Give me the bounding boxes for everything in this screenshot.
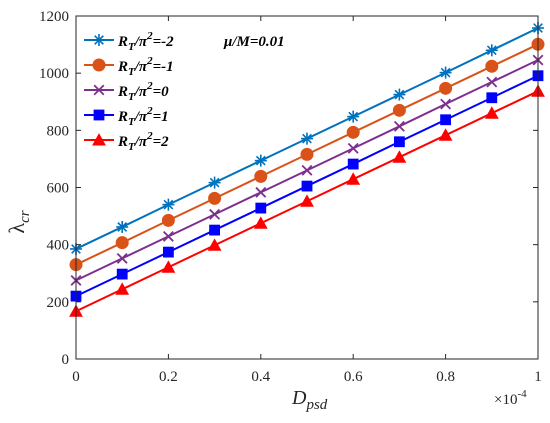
legend-item: RT/π2=-1 [84, 55, 174, 78]
y-tick-label: 200 [47, 295, 70, 311]
data-point [209, 208, 221, 220]
data-point [208, 191, 222, 205]
data-point [300, 147, 314, 161]
data-point [439, 66, 452, 79]
x-tick-label: 0.2 [159, 369, 178, 385]
data-point [347, 110, 360, 123]
data-point [486, 92, 498, 104]
data-point [440, 114, 451, 126]
data-point [255, 202, 267, 214]
data-point [116, 252, 128, 264]
legend: RT/π2=-2RT/π2=-1RT/π2=0RT/π2=1RT/π2=2 [84, 30, 174, 153]
x-axis-label: Dpsd [291, 387, 328, 413]
data-point [438, 128, 453, 141]
data-point [208, 176, 221, 189]
x-tick-label: 0 [72, 369, 80, 385]
legend-label: RT/π2=2 [117, 130, 169, 153]
annotation-mu-m: μ/M=0.01 [223, 34, 285, 50]
data-point [93, 109, 105, 121]
x-tick-label: 0.8 [436, 369, 455, 385]
data-point [253, 216, 268, 229]
data-point [116, 220, 129, 233]
data-point [161, 213, 175, 227]
data-point [440, 98, 452, 110]
y-axis-label: λcr [4, 210, 33, 233]
data-point [209, 224, 220, 236]
y-tick-label: 400 [47, 238, 70, 254]
data-point [484, 106, 499, 119]
data-point [115, 282, 130, 295]
legend-item: RT/π2=0 [84, 80, 169, 103]
data-point [485, 44, 498, 57]
y-tick-label: 600 [47, 181, 70, 197]
data-point [393, 88, 406, 101]
data-point [163, 246, 174, 258]
data-point [301, 180, 313, 192]
data-point [346, 172, 361, 185]
data-point [392, 150, 407, 163]
data-point [394, 136, 405, 148]
x-tick-label: 0.4 [251, 369, 270, 385]
legend-label: RT/π2=0 [117, 80, 169, 103]
data-point [485, 59, 499, 73]
data-point [115, 236, 129, 250]
data-point [301, 164, 313, 176]
series-0 [70, 22, 544, 255]
data-point [116, 268, 128, 280]
x-tick-label: 1 [534, 369, 542, 385]
legend-label: RT/π2=-2 [117, 30, 174, 53]
data-point [93, 34, 105, 46]
series-3 [70, 70, 544, 302]
legend-label: RT/π2=1 [117, 105, 169, 128]
data-point [347, 158, 359, 170]
y-tick-label: 1000 [39, 66, 69, 82]
data-point [254, 154, 267, 167]
legend-item: RT/π2=2 [84, 130, 169, 153]
y-tick-label: 1200 [39, 9, 69, 25]
data-point [393, 120, 405, 132]
data-point [207, 238, 222, 251]
data-point [92, 58, 106, 72]
x-axis-multiplier: ×10-4 [494, 388, 527, 408]
data-point [93, 84, 105, 96]
x-tick-label: 0.6 [344, 369, 363, 385]
data-point [392, 103, 406, 117]
legend-label: RT/π2=-1 [117, 55, 174, 78]
y-tick-label: 800 [47, 123, 70, 139]
data-point [300, 194, 314, 207]
data-point [255, 186, 267, 198]
data-point [92, 133, 106, 146]
data-point [301, 132, 313, 145]
series-1 [69, 37, 545, 272]
data-point [346, 125, 360, 139]
data-point [161, 260, 176, 273]
data-point [162, 198, 175, 211]
y-tick-label: 0 [62, 352, 70, 368]
data-point [254, 169, 268, 183]
data-point [162, 230, 174, 242]
data-point [347, 142, 359, 154]
data-point [439, 81, 453, 95]
axis-ticks: 0 0.2 0.4 0.6 0.8 1 0 200 400 600 800 1000 1200 [39, 9, 542, 385]
data-point [486, 76, 498, 88]
legend-item: RT/π2=1 [84, 105, 169, 128]
series-4 [69, 84, 545, 317]
legend-item: RT/π2=-2 [84, 30, 174, 53]
